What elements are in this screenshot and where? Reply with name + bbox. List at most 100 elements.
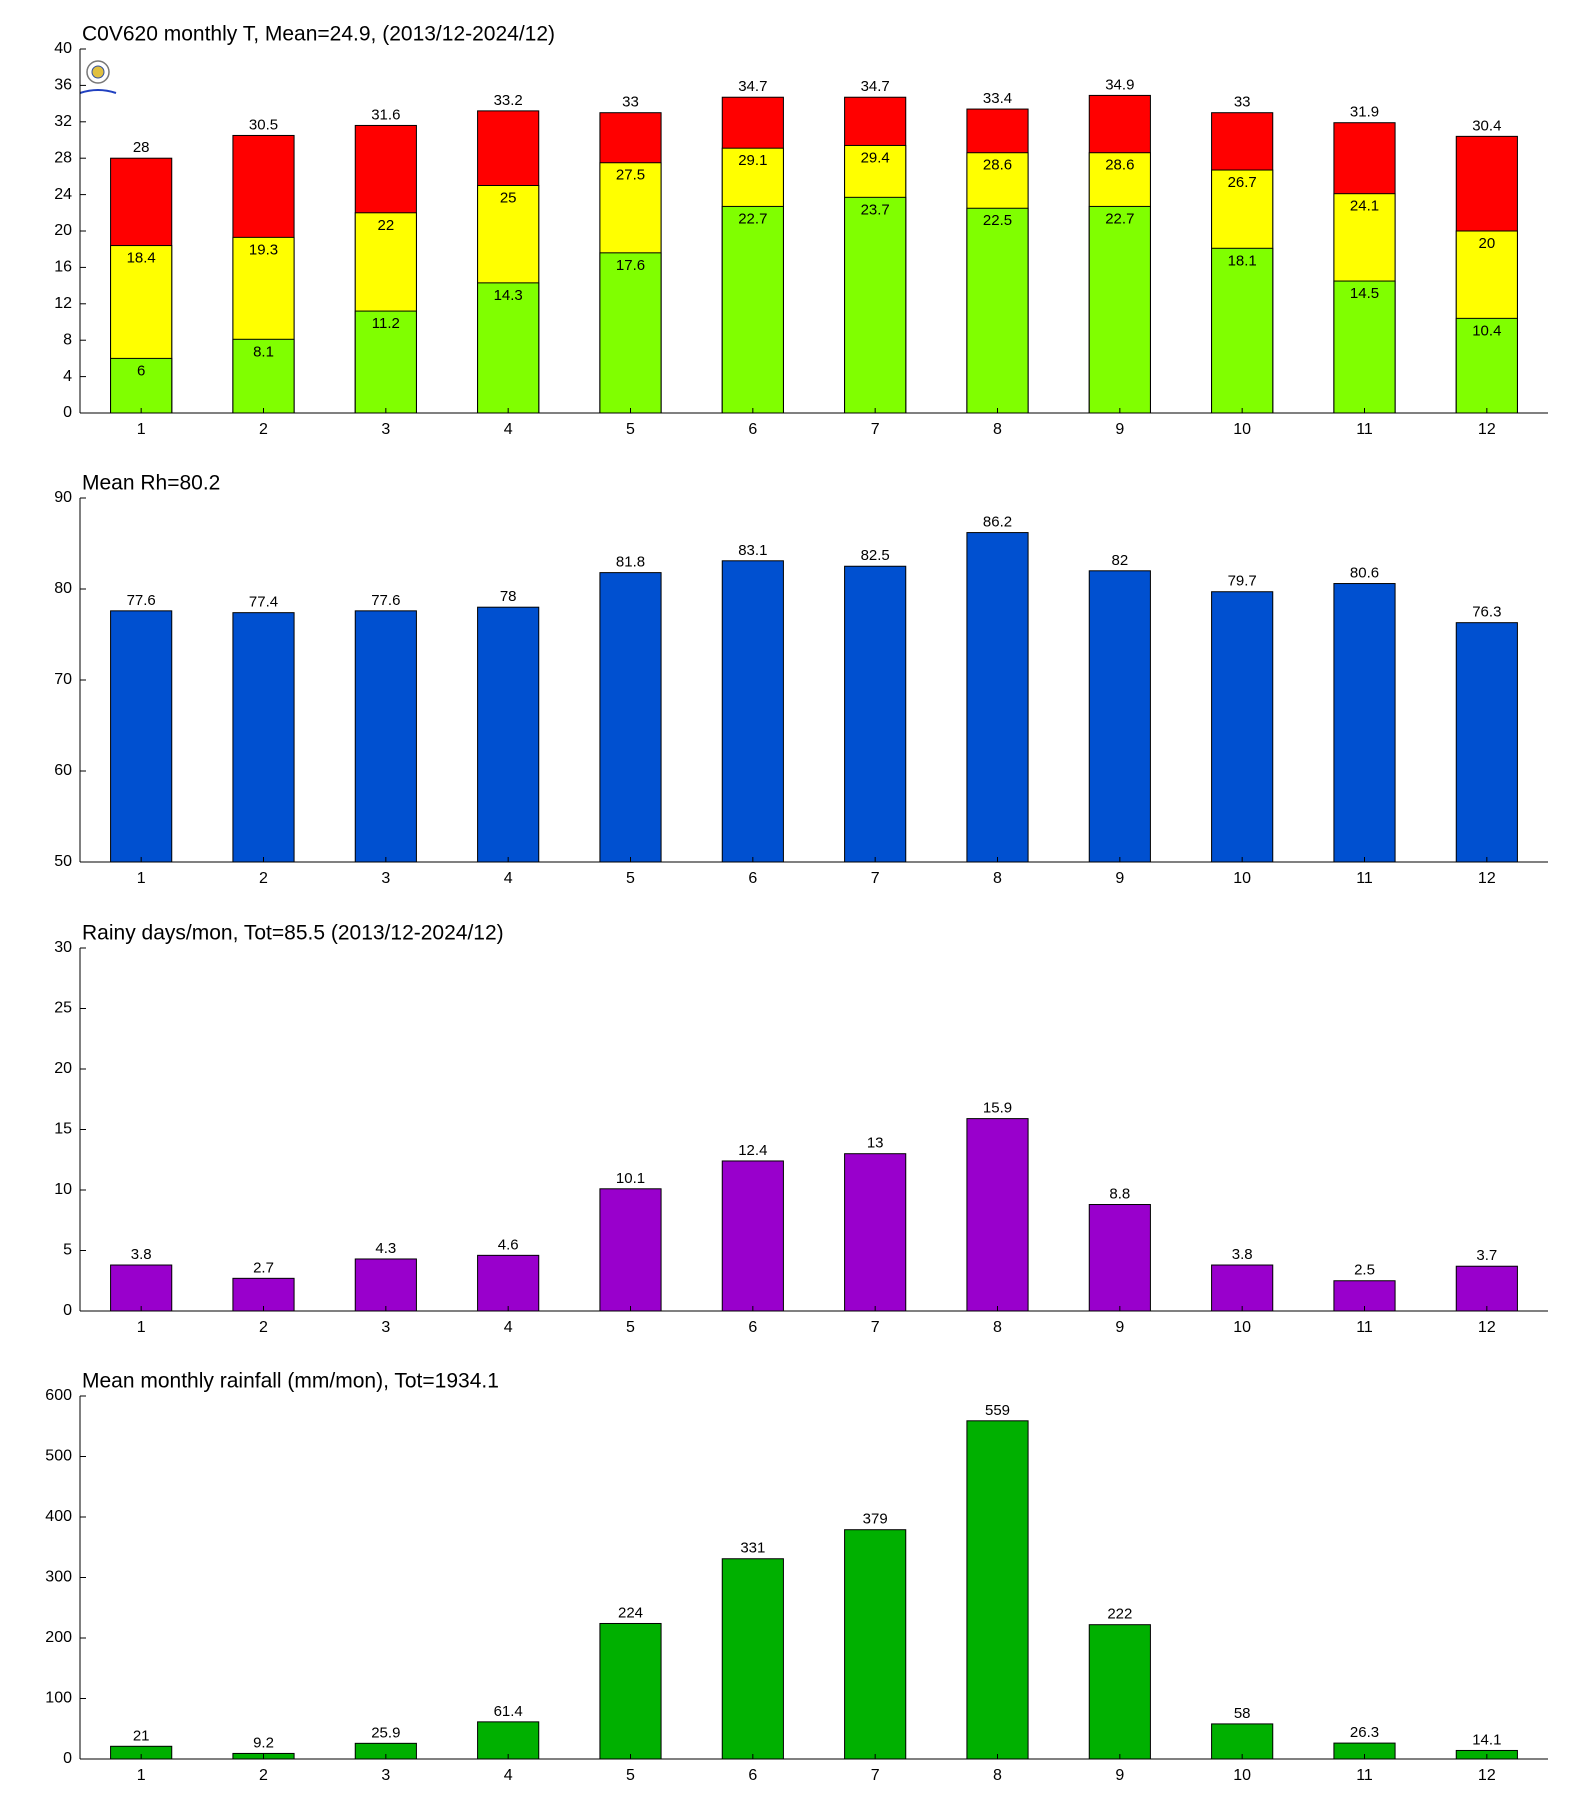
value-label: 10.1 (616, 1170, 645, 1187)
bar (721, 1558, 784, 1760)
bar (1088, 1204, 1151, 1312)
y-tick-label: 80 (54, 580, 72, 597)
y-tick-label: 28 (54, 149, 72, 166)
y-tick-label: 5 (63, 1242, 72, 1259)
value-label: 4.6 (498, 1236, 519, 1253)
bar (599, 1622, 662, 1760)
bar (1088, 1624, 1151, 1760)
value-label: 8.1 (253, 343, 274, 360)
x-tick-label: 8 (993, 1767, 1002, 1784)
bar (599, 252, 662, 414)
value-label: 11.2 (372, 315, 400, 332)
x-tick-label: 9 (1115, 1767, 1124, 1784)
bar (232, 338, 295, 414)
value-label: 33.2 (494, 92, 523, 109)
value-label: 8.8 (1109, 1185, 1130, 1202)
value-label: 81.8 (616, 554, 645, 571)
y-tick-label: 70 (54, 671, 72, 688)
value-label: 18.4 (127, 250, 156, 267)
y-tick-label: 300 (45, 1569, 72, 1586)
bar (721, 205, 784, 414)
value-label: 22.7 (738, 210, 767, 227)
x-tick-label: 3 (381, 1767, 390, 1784)
bar (110, 610, 173, 863)
value-label: 22.5 (983, 212, 1012, 229)
x-tick-label: 2 (259, 421, 268, 438)
bar (1211, 1264, 1274, 1312)
chart-title: Rainy days/mon, Tot=85.5 (2013/12-2024/1… (82, 922, 504, 945)
y-tick-label: 8 (63, 331, 72, 348)
x-tick-label: 1 (137, 1319, 146, 1336)
value-label: 4.3 (375, 1240, 396, 1257)
bar (232, 612, 295, 863)
value-label: 9.2 (253, 1734, 274, 1751)
y-tick-label: 15 (54, 1121, 72, 1138)
bar (354, 1258, 417, 1312)
value-label: 82 (1111, 552, 1128, 569)
x-tick-label: 11 (1356, 421, 1373, 438)
y-tick-label: 0 (63, 1302, 72, 1319)
y-tick-label: 90 (54, 489, 72, 506)
bar (1333, 583, 1396, 863)
value-label: 77.6 (127, 592, 156, 609)
y-tick-label: 25 (54, 1000, 72, 1017)
x-tick-label: 1 (137, 1767, 146, 1784)
value-label: 79.7 (1228, 573, 1257, 590)
x-tick-label: 10 (1233, 1767, 1251, 1784)
value-label: 20 (1478, 235, 1495, 252)
chart-title: Mean Rh=80.2 (82, 472, 220, 495)
value-label: 222 (1107, 1606, 1132, 1623)
value-label: 3.8 (1232, 1246, 1253, 1263)
x-tick-label: 12 (1478, 421, 1496, 438)
y-tick-label: 20 (54, 1060, 72, 1077)
value-label: 26.3 (1350, 1724, 1379, 1741)
value-label: 30.5 (249, 116, 278, 133)
x-tick-label: 7 (871, 870, 880, 887)
y-tick-label: 4 (63, 368, 72, 385)
bar (844, 196, 907, 414)
bar (110, 357, 173, 414)
value-label: 26.7 (1228, 174, 1257, 191)
value-label: 25.9 (371, 1724, 400, 1741)
y-tick-label: 10 (54, 1181, 72, 1198)
value-label: 17.6 (616, 257, 645, 274)
x-tick-label: 3 (381, 1319, 390, 1336)
value-label: 10.4 (1472, 322, 1501, 339)
value-label: 33 (1234, 94, 1251, 111)
y-tick-label: 200 (45, 1629, 72, 1646)
y-tick-label: 12 (54, 295, 72, 312)
x-tick-label: 10 (1233, 1319, 1251, 1336)
bar (477, 606, 540, 863)
x-tick-label: 2 (259, 1767, 268, 1784)
bar (966, 1420, 1029, 1760)
y-tick-label: 30 (54, 939, 72, 956)
y-tick-label: 500 (45, 1448, 72, 1465)
y-tick-label: 24 (54, 186, 72, 203)
x-tick-label: 8 (993, 870, 1002, 887)
value-label: 24.1 (1350, 198, 1379, 215)
value-label: 76.3 (1472, 604, 1501, 621)
value-label: 30.4 (1472, 117, 1501, 134)
bar (844, 1153, 907, 1312)
x-tick-label: 5 (626, 870, 635, 887)
value-label: 33 (622, 94, 639, 111)
value-label: 14.1 (1472, 1731, 1501, 1748)
x-tick-label: 11 (1356, 1319, 1373, 1336)
value-label: 14.3 (494, 287, 523, 304)
value-label: 15.9 (983, 1100, 1012, 1117)
x-tick-label: 5 (626, 421, 635, 438)
x-tick-label: 6 (748, 421, 757, 438)
x-tick-label: 12 (1478, 870, 1496, 887)
bar (966, 207, 1029, 414)
x-tick-label: 9 (1115, 1319, 1124, 1336)
bar (1455, 622, 1518, 863)
bar (1455, 1265, 1518, 1312)
value-label: 31.9 (1350, 104, 1379, 121)
value-label: 82.5 (861, 547, 890, 564)
value-label: 2.5 (1354, 1262, 1375, 1279)
x-tick-label: 4 (504, 870, 513, 887)
value-label: 379 (863, 1511, 888, 1528)
value-label: 22.7 (1105, 210, 1134, 227)
bar (599, 572, 662, 863)
value-label: 21 (133, 1727, 150, 1744)
